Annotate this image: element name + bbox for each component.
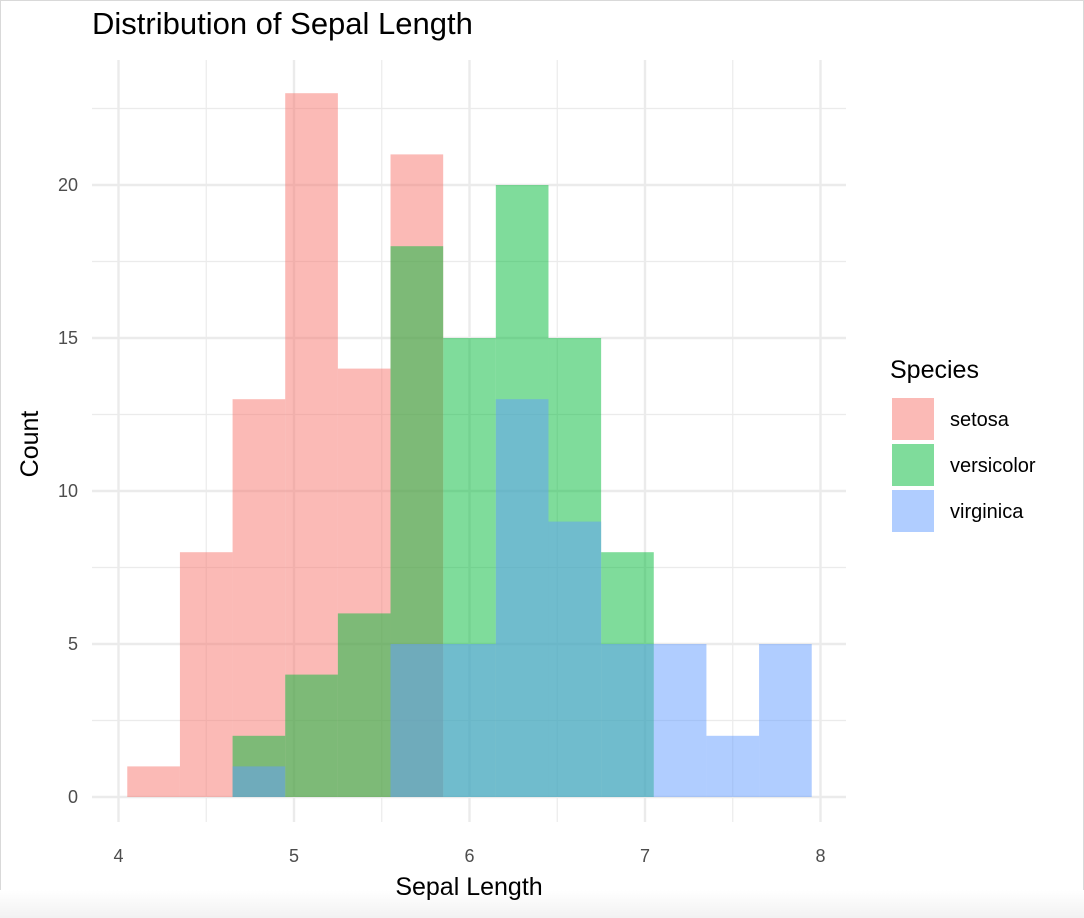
y-tick-label: 20 [58, 175, 78, 195]
bottom-fade [0, 890, 1084, 918]
legend: Species setosa versicolor virginica [890, 356, 1036, 532]
y-tick-label: 0 [68, 787, 78, 807]
bar-virginica [443, 644, 496, 797]
bar-virginica [390, 644, 444, 797]
x-tick-label: 7 [640, 846, 650, 866]
legend-item-virginica: virginica [892, 490, 1024, 532]
bar-virginica [495, 399, 549, 797]
bar-virginica [653, 644, 707, 797]
bar-virginica [232, 766, 286, 797]
x-tick-label: 5 [289, 846, 299, 866]
chart-title: Distribution of Sepal Length [92, 6, 473, 41]
histogram-bars [127, 93, 812, 797]
tick-labels: 4 5 6 7 8 0 5 10 15 20 [58, 175, 826, 866]
legend-label-versicolor: versicolor [950, 455, 1036, 477]
bar-virginica [706, 735, 760, 797]
y-tick-label: 10 [58, 481, 78, 501]
bar-setosa [127, 766, 180, 797]
bar-versicolor [337, 613, 391, 797]
legend-item-setosa: setosa [892, 398, 1010, 440]
bar-versicolor [285, 674, 338, 797]
y-tick-label: 15 [58, 328, 78, 348]
y-tick-label: 5 [68, 634, 78, 654]
bar-setosa [232, 399, 286, 797]
bar-virginica [548, 521, 602, 797]
legend-key-virginica [892, 490, 934, 532]
legend-item-versicolor: versicolor [892, 444, 1036, 486]
x-axis-title: Sepal Length [395, 873, 542, 901]
bar-virginica [759, 644, 812, 797]
y-axis-title: Count [16, 411, 44, 478]
legend-key-versicolor [892, 444, 934, 486]
x-tick-label: 6 [464, 846, 474, 866]
legend-items: setosa versicolor virginica [892, 398, 1036, 532]
x-tick-label: 8 [815, 846, 825, 866]
bar-virginica [601, 644, 654, 797]
legend-label-virginica: virginica [950, 501, 1024, 523]
bar-setosa [179, 552, 233, 797]
x-tick-label: 4 [113, 846, 123, 866]
legend-label-setosa: setosa [950, 409, 1010, 431]
series-virginica [232, 399, 812, 797]
legend-title: Species [890, 356, 979, 384]
legend-key-setosa [892, 398, 934, 440]
